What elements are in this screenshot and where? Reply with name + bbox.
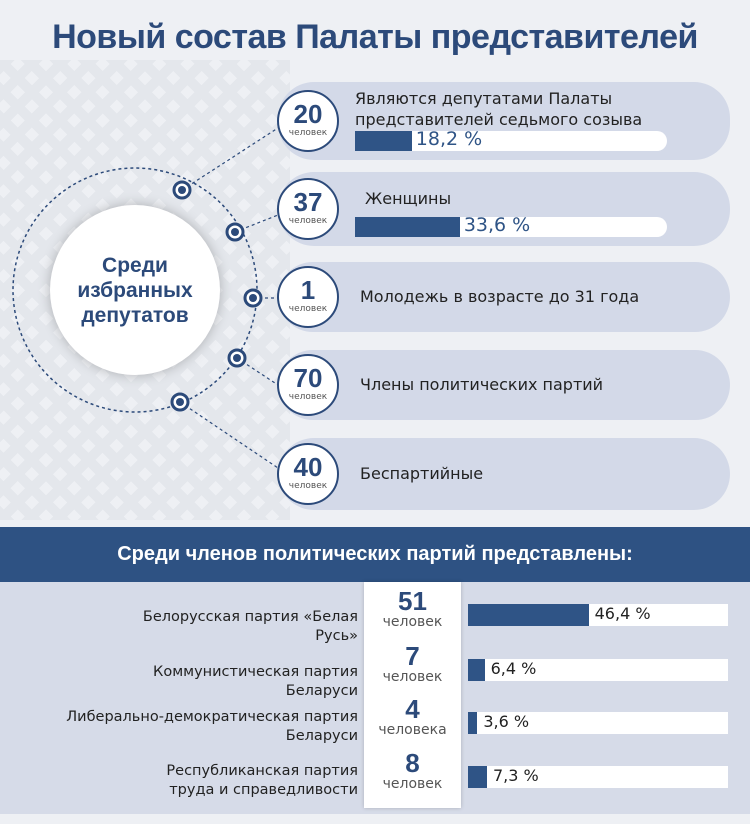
connector-lines (12, 127, 279, 469)
party-name: Белорусская партия «Белая Русь» (142, 609, 358, 644)
party-count-unit: человек (382, 614, 443, 630)
count-number: 37 (293, 187, 323, 217)
count-number: 70 (293, 363, 323, 393)
party-count-unit: человек (382, 669, 443, 685)
percent-bar: 33,6 % (355, 214, 667, 237)
stat-row (278, 438, 730, 510)
percent-fill (355, 131, 412, 151)
party-count-unit: человека (378, 722, 447, 738)
party-percent-label: 6,4 % (490, 659, 537, 678)
party-bar-fill (468, 659, 485, 681)
numbers-column (364, 582, 461, 808)
count-unit: человек (288, 304, 328, 314)
party-name: Либерально-демократическая партия Белару… (66, 709, 358, 744)
party-bar: 3,6 % (468, 712, 728, 734)
party-count-unit: человек (382, 776, 443, 792)
count-circle: 37 человек (277, 178, 339, 240)
percent-label: 33,6 % (463, 214, 531, 236)
party-bar: 46,4 % (468, 604, 728, 626)
stat-text: Молодежь в возрасте до 31 года (360, 287, 640, 306)
percent-bar: 18,2 % (355, 128, 667, 151)
party-percent-label: 3,6 % (483, 712, 530, 731)
center-label: Среди избранных депутатов (77, 253, 193, 327)
page-title: Новый состав Палаты представителей (52, 18, 698, 56)
count-number: 20 (293, 99, 323, 129)
party-bar: 7,3 % (468, 766, 728, 788)
party-count-number: 8 (405, 748, 420, 778)
party-bar-fill (468, 712, 478, 734)
stat-text: Женщины (365, 189, 452, 208)
party-bar-fill (468, 766, 487, 788)
party-count: 51 человек (364, 588, 461, 630)
party-count: 8 человек (364, 750, 461, 792)
count-circle: 70 человек (277, 354, 339, 416)
stat-row (278, 262, 730, 332)
count-unit: человек (288, 128, 328, 138)
parties-title: Среди членов политических партий предста… (0, 527, 750, 582)
center-circle: Среди избранных депутатов (50, 205, 220, 375)
count-circle: 20 человек (277, 90, 339, 152)
party-percent-label: 46,4 % (594, 604, 651, 623)
count-unit: человек (288, 392, 328, 402)
count-circle: 1 человек (277, 266, 339, 328)
count-unit: человек (288, 481, 328, 491)
party-count: 7 человек (364, 643, 461, 685)
party-count-number: 7 (405, 641, 420, 671)
count-unit: человек (288, 216, 328, 226)
count-number: 1 (300, 275, 316, 305)
party-count: 4 человека (364, 696, 461, 738)
party-bar: 6,4 % (468, 659, 728, 681)
party-bar-fill (468, 604, 589, 626)
percent-fill (355, 217, 460, 237)
stat-text: Члены политических партий (360, 375, 604, 394)
party-name: Республиканская партия труда и справедли… (166, 763, 358, 798)
stat-text: Являются депутатами Палаты представителе… (355, 89, 643, 129)
party-count-number: 4 (405, 694, 420, 724)
party-percent-label: 7,3 % (492, 766, 539, 785)
stat-text: Беспартийные (360, 464, 484, 483)
party-name: Коммунистическая партия Беларуси (153, 664, 358, 699)
count-circle: 40 человек (277, 443, 339, 505)
count-number: 40 (293, 452, 323, 482)
percent-label: 18,2 % (415, 128, 483, 150)
party-count-number: 51 (398, 586, 427, 616)
stat-row (278, 350, 730, 420)
